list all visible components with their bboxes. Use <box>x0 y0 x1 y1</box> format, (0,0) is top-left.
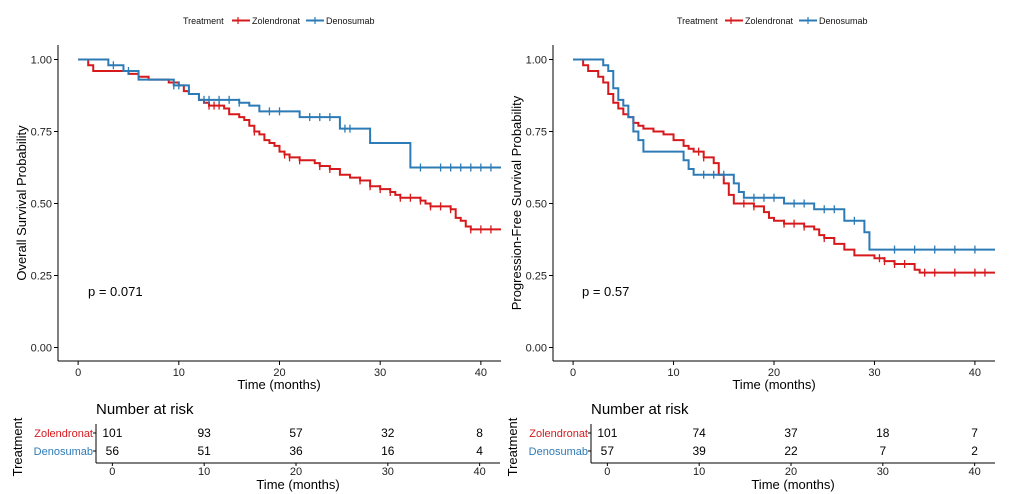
risk-x-tick-label: 0 <box>604 466 610 478</box>
legend-title: Treatment <box>677 16 718 26</box>
km-curve-denosumab <box>573 58 995 251</box>
risk-cells: 101 74 37 18 7 57 39 22 7 2 <box>597 426 978 458</box>
risk-row-label-zolendronat: Zolendronat <box>34 428 93 440</box>
p-value-annotation: p = 0.57 <box>582 284 629 299</box>
y-tick-label: 0.00 <box>31 343 52 355</box>
x-tick-label: 40 <box>969 367 981 379</box>
risk-x-tick-label: 40 <box>969 466 981 478</box>
risk-y-axis-title: Treatment <box>505 417 520 476</box>
risk-x-axis-title: Time (months) <box>256 477 339 492</box>
x-tick-label: 20 <box>273 367 285 379</box>
risk-cell: 57 <box>289 426 303 440</box>
y-ticks: 0.00 0.25 0.50 0.75 1.00 <box>31 55 58 355</box>
risk-x-tick-label: 40 <box>474 466 486 478</box>
risk-cell: 4 <box>476 444 483 458</box>
risk-y-axis-title: Treatment <box>10 417 25 476</box>
x-ticks: 0 10 20 30 40 <box>570 361 981 379</box>
risk-x-axis-title: Time (months) <box>751 477 834 492</box>
risk-x-tick-label: 0 <box>109 466 115 478</box>
y-axis-title: Overall Survival Probability <box>14 125 29 281</box>
risk-row-label-denosumab: Denosumab <box>34 446 93 458</box>
risk-table-title: Number at risk <box>591 401 689 418</box>
risk-table: Number at risk Treatment Zolendronat Den… <box>505 401 995 492</box>
risk-cell: 93 <box>198 426 212 440</box>
legend-label-denosumab: Denosumab <box>819 16 868 26</box>
survival-curves <box>78 58 501 234</box>
risk-cell: 22 <box>784 444 798 458</box>
x-tick-label: 20 <box>768 367 780 379</box>
x-tick-label: 40 <box>475 367 487 379</box>
risk-x-tick-label: 10 <box>693 466 705 478</box>
x-tick-label: 10 <box>173 367 185 379</box>
y-tick-label: 0.50 <box>526 199 547 211</box>
y-tick-label: 0.25 <box>31 271 52 283</box>
y-tick-label: 0.75 <box>526 127 547 139</box>
x-tick-label: 30 <box>868 367 880 379</box>
p-value-annotation: p = 0.071 <box>88 284 143 299</box>
risk-row-label-denosumab: Denosumab <box>529 446 588 458</box>
x-tick-label: 0 <box>75 367 81 379</box>
risk-x-tick-label: 20 <box>785 466 797 478</box>
overall-survival-panel: Treatment Zolendronat Denosumab 0.00 0.25… <box>10 16 501 492</box>
risk-cell: 36 <box>289 444 303 458</box>
risk-cell: 16 <box>381 444 395 458</box>
legend-label-denosumab: Denosumab <box>326 16 375 26</box>
risk-cell: 74 <box>693 426 707 440</box>
risk-cell: 18 <box>876 426 890 440</box>
risk-cell: 51 <box>198 444 212 458</box>
legend: Treatment Zolendronat Denosumab <box>677 16 868 26</box>
risk-x-tick-label: 30 <box>382 466 394 478</box>
risk-table-title: Number at risk <box>96 401 194 418</box>
y-axis-title: Progression-Free Survival Probability <box>509 95 524 310</box>
legend-label-zolendronat: Zolendronat <box>252 16 301 26</box>
risk-x-ticks: 0 10 20 30 40 <box>604 463 981 478</box>
km-curve-zolendronat <box>573 58 995 274</box>
survival-curves <box>573 58 995 277</box>
risk-x-ticks: 0 10 20 30 40 <box>109 463 486 478</box>
legend-title: Treatment <box>183 16 224 26</box>
x-tick-label: 10 <box>667 367 679 379</box>
risk-cell: 8 <box>476 426 483 440</box>
y-tick-label: 0.25 <box>526 271 547 283</box>
km-curve-zolendronat <box>78 58 501 231</box>
risk-row-label-zolendronat: Zolendronat <box>529 428 588 440</box>
x-ticks: 0 10 20 30 40 <box>75 361 487 379</box>
risk-cell: 32 <box>381 426 395 440</box>
km-curve-denosumab <box>78 58 501 169</box>
risk-cells: 101 93 57 32 8 56 51 36 16 4 <box>102 426 483 458</box>
risk-cell: 57 <box>601 444 615 458</box>
risk-cell: 2 <box>971 444 978 458</box>
x-axis-title: Time (months) <box>732 377 815 392</box>
risk-cell: 101 <box>597 426 617 440</box>
y-ticks: 0.00 0.25 0.50 0.75 1.00 <box>526 55 553 355</box>
y-tick-label: 0.50 <box>31 199 52 211</box>
risk-cell: 37 <box>784 426 798 440</box>
risk-cell: 101 <box>102 426 122 440</box>
y-tick-label: 0.75 <box>31 127 52 139</box>
progression-free-survival-panel: Treatment Zolendronat Denosumab 0.00 0.25… <box>505 16 995 492</box>
risk-cell: 56 <box>106 444 120 458</box>
x-axis-title: Time (months) <box>237 377 320 392</box>
y-tick-label: 1.00 <box>526 55 547 67</box>
risk-cell: 7 <box>879 444 886 458</box>
risk-cell: 7 <box>971 426 978 440</box>
legend: Treatment Zolendronat Denosumab <box>183 16 375 26</box>
legend-label-zolendronat: Zolendronat <box>745 16 794 26</box>
risk-x-tick-label: 20 <box>290 466 302 478</box>
risk-table: Number at risk Treatment Zolendronat Den… <box>10 401 500 492</box>
risk-x-tick-label: 10 <box>198 466 210 478</box>
risk-cell: 39 <box>693 444 707 458</box>
x-tick-label: 0 <box>570 367 576 379</box>
y-tick-label: 1.00 <box>31 55 52 67</box>
x-tick-label: 30 <box>374 367 386 379</box>
risk-x-tick-label: 30 <box>877 466 889 478</box>
y-tick-label: 0.00 <box>526 343 547 355</box>
